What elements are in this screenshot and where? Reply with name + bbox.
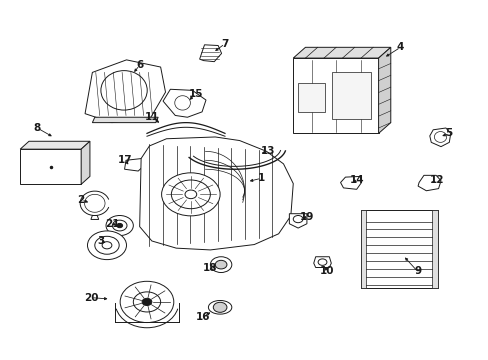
Circle shape [95, 236, 119, 254]
Polygon shape [85, 60, 165, 123]
Text: 8: 8 [34, 123, 41, 133]
Circle shape [112, 220, 127, 231]
Circle shape [171, 180, 210, 209]
Polygon shape [20, 149, 81, 184]
Circle shape [184, 190, 196, 199]
Text: 18: 18 [203, 263, 217, 273]
Text: 16: 16 [195, 312, 210, 322]
Text: 12: 12 [429, 175, 444, 185]
Polygon shape [289, 214, 306, 228]
Bar [298, 83, 325, 112]
Text: 3: 3 [97, 236, 104, 246]
Polygon shape [313, 257, 330, 267]
Text: 9: 9 [413, 266, 420, 276]
Polygon shape [378, 47, 390, 134]
Circle shape [161, 173, 220, 216]
Polygon shape [417, 175, 440, 191]
Polygon shape [92, 117, 158, 123]
Text: 6: 6 [136, 60, 143, 70]
Polygon shape [293, 47, 390, 58]
Polygon shape [340, 176, 361, 189]
Text: 15: 15 [188, 89, 203, 99]
Circle shape [215, 260, 226, 269]
Bar [431, 210, 437, 288]
Circle shape [142, 298, 152, 306]
Text: 1: 1 [257, 173, 264, 183]
Circle shape [133, 292, 160, 312]
Text: 10: 10 [320, 266, 334, 276]
Bar [360, 210, 437, 288]
Circle shape [293, 216, 303, 223]
Text: 14: 14 [348, 175, 363, 185]
Polygon shape [429, 128, 450, 147]
Circle shape [213, 302, 226, 312]
Text: 20: 20 [83, 293, 98, 303]
Polygon shape [20, 141, 90, 149]
Polygon shape [81, 141, 90, 184]
Circle shape [210, 257, 231, 273]
Polygon shape [124, 158, 144, 171]
Text: 17: 17 [118, 155, 132, 165]
Bar [360, 210, 366, 288]
Text: 11: 11 [144, 112, 159, 122]
Polygon shape [163, 89, 205, 117]
Polygon shape [199, 45, 221, 62]
Text: 19: 19 [299, 212, 313, 221]
Circle shape [318, 259, 326, 265]
Circle shape [117, 224, 122, 228]
Text: 2: 2 [78, 195, 84, 205]
Text: 21: 21 [105, 219, 120, 229]
Text: 5: 5 [445, 129, 452, 138]
Text: 7: 7 [221, 39, 228, 49]
Polygon shape [140, 137, 293, 250]
Bar [331, 72, 370, 119]
Circle shape [87, 231, 126, 260]
Circle shape [102, 242, 112, 249]
Text: 4: 4 [396, 42, 404, 52]
Circle shape [106, 216, 133, 235]
Text: 13: 13 [260, 146, 275, 156]
Polygon shape [91, 216, 99, 220]
Polygon shape [293, 58, 378, 134]
